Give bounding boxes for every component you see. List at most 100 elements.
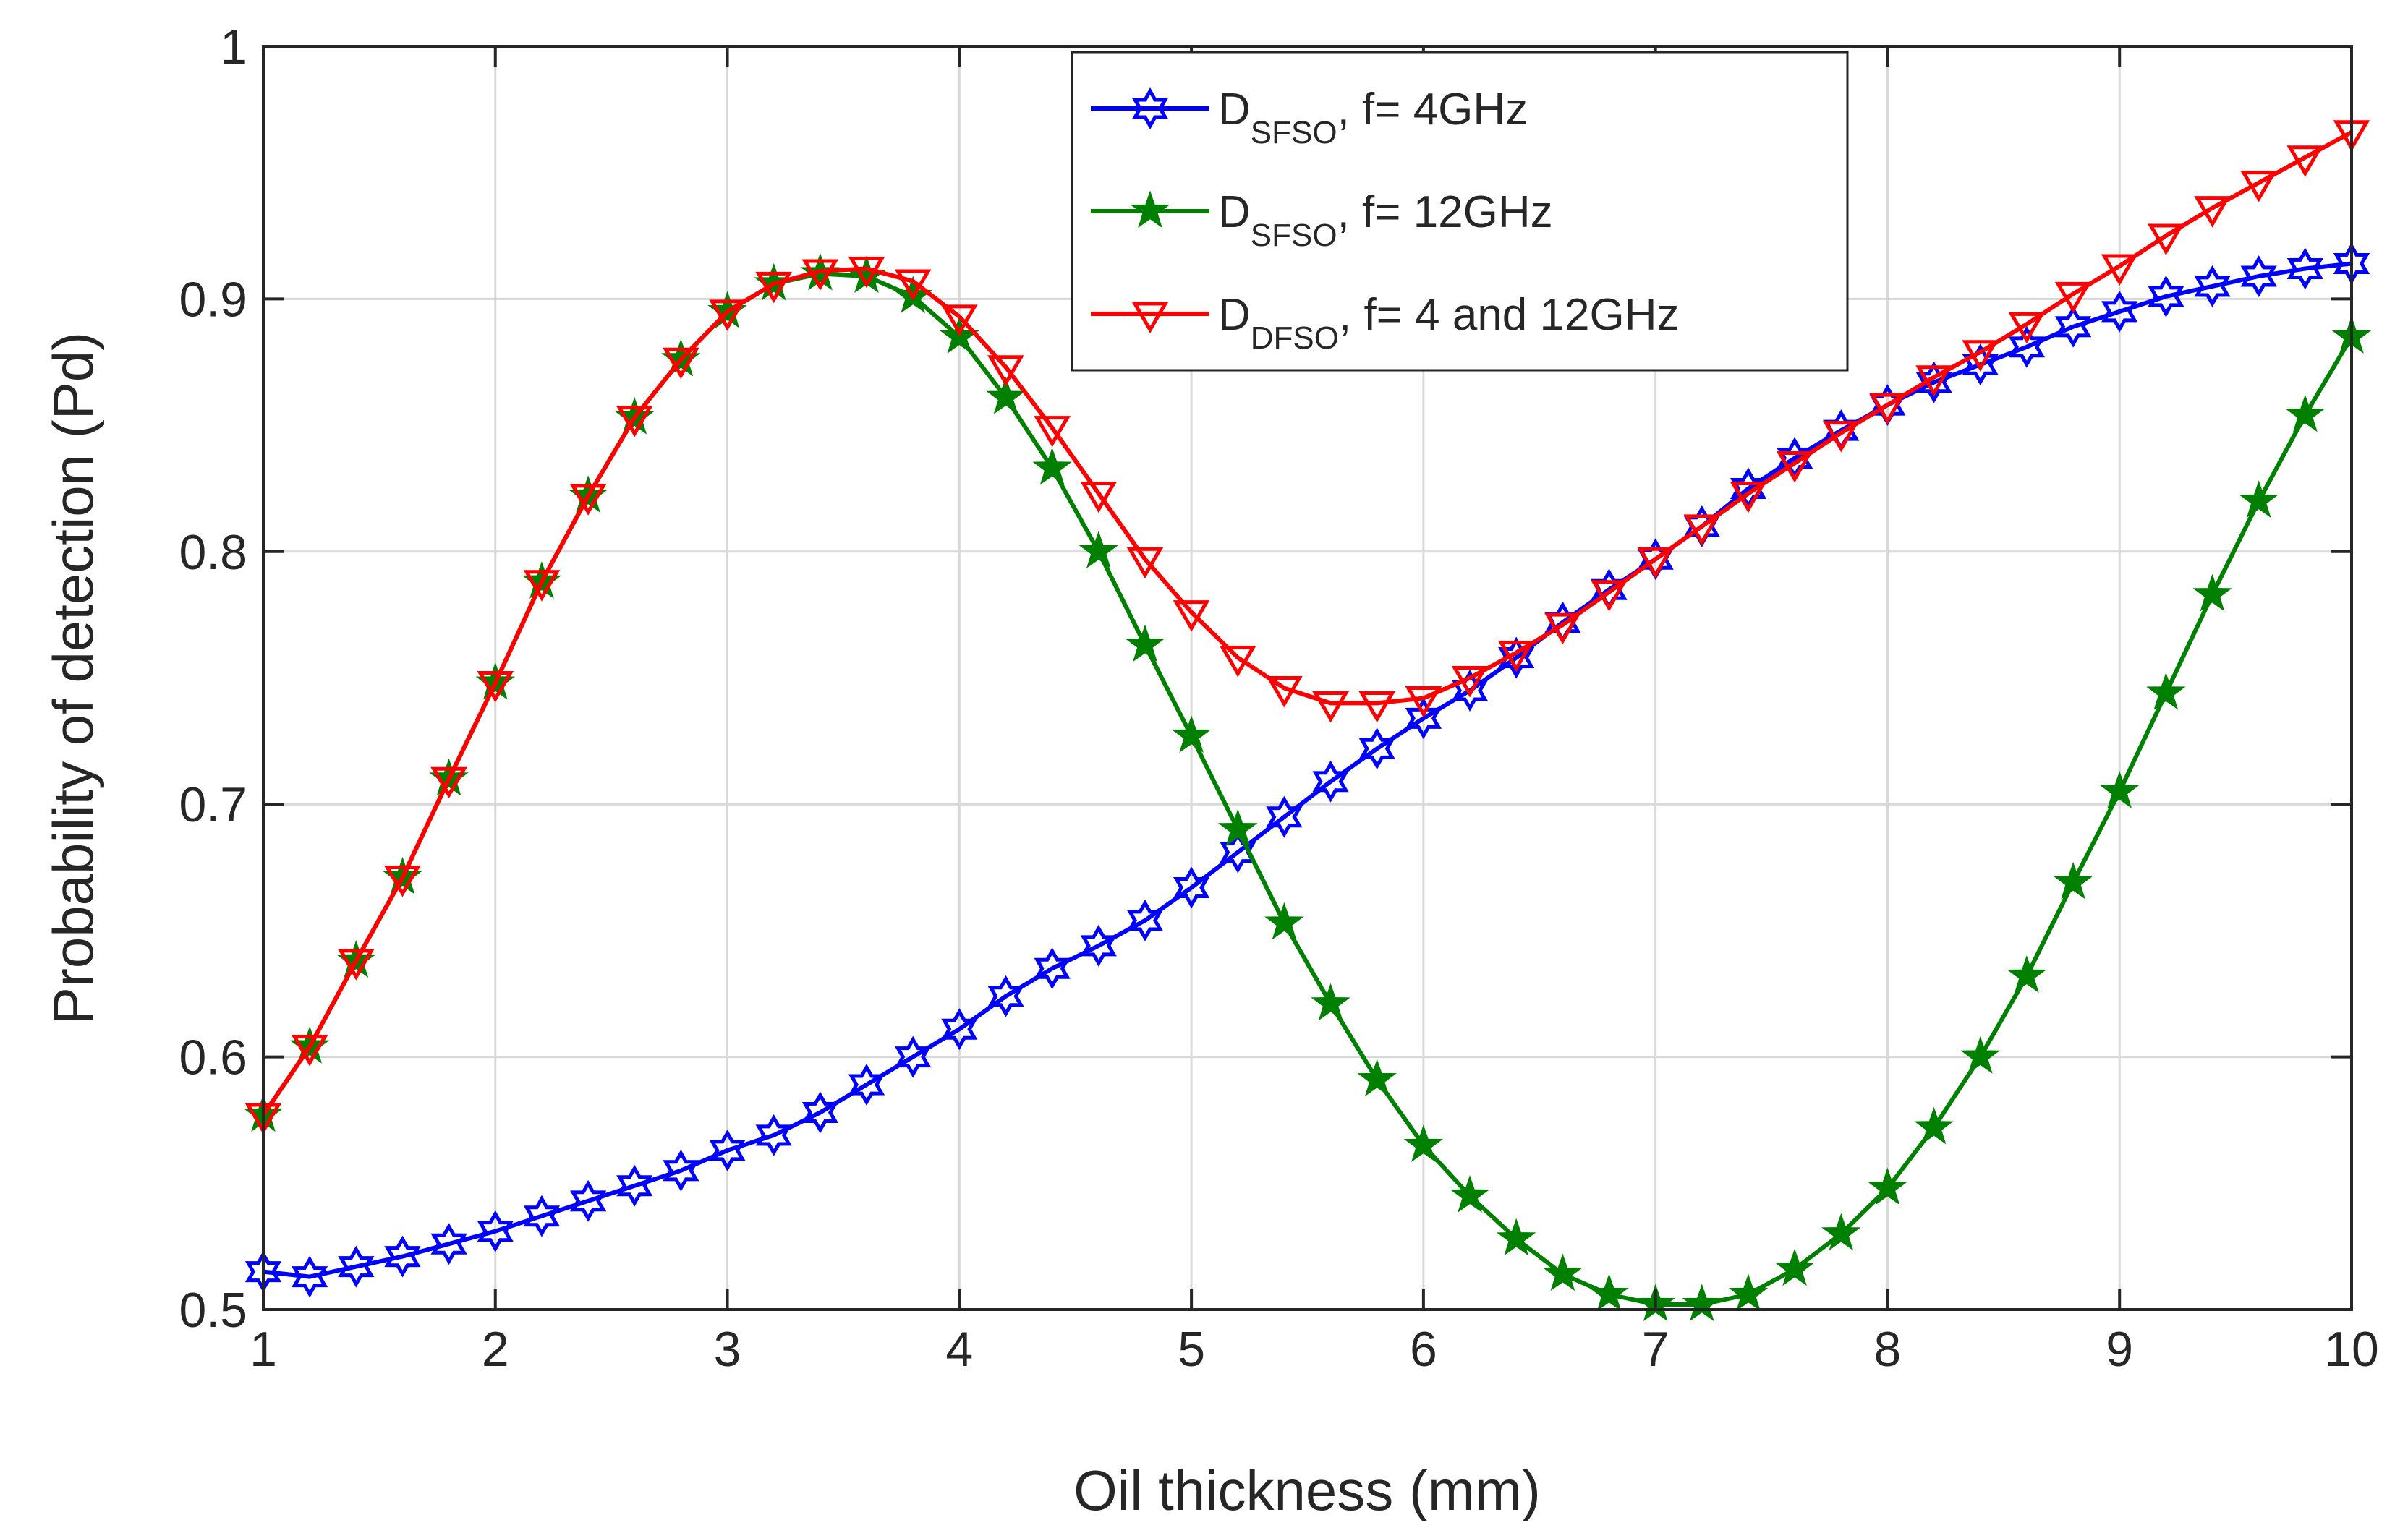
data-point (1080, 481, 1118, 513)
data-point (616, 1164, 653, 1207)
data-point (2007, 955, 2047, 993)
data-point (1125, 624, 1165, 662)
data-point (2285, 394, 2326, 432)
x-tick-label: 4 (945, 1322, 973, 1377)
data-point (2240, 171, 2278, 202)
data-point (1220, 831, 1256, 874)
x-tick-label: 3 (714, 1322, 741, 1377)
x-tick-label: 8 (1874, 1322, 1902, 1377)
data-point (2054, 305, 2092, 348)
data-point (1915, 365, 1952, 397)
data-point (940, 304, 978, 336)
x-tick-label: 6 (1410, 1322, 1437, 1377)
data-point (986, 377, 1026, 414)
data-point (1034, 416, 1071, 448)
data-point (1452, 670, 1489, 712)
data-point (1403, 1124, 1444, 1163)
data-point (569, 484, 607, 516)
data-point (2101, 254, 2138, 286)
data-point (1728, 1273, 1769, 1312)
data-point (2101, 290, 2138, 333)
x-axis-label: Oil thickness (mm) (1073, 1459, 1541, 1522)
data-point (2008, 325, 2046, 368)
data-point (2286, 145, 2324, 177)
series-line (261, 130, 2353, 1116)
data-point (1776, 451, 1813, 483)
data-point (338, 1245, 375, 1288)
y-tick-label: 0.6 (179, 1030, 247, 1085)
data-point (663, 347, 699, 380)
data-point (1358, 727, 1395, 770)
data-point (430, 1223, 467, 1265)
data-point (1266, 675, 1303, 708)
data-point (1451, 666, 1489, 698)
data-point (2194, 265, 2231, 307)
data-point (801, 259, 839, 291)
data-point (2192, 573, 2232, 612)
data-point (1914, 1106, 1954, 1145)
data-point (337, 949, 375, 981)
data-point (1405, 686, 1442, 718)
data-point (894, 269, 932, 301)
data-point (1312, 691, 1349, 723)
data-point (1405, 697, 1442, 740)
data-point (1822, 421, 1860, 453)
data-point (1637, 547, 1675, 579)
data-point (1962, 340, 1999, 372)
y-tick-label: 0.5 (179, 1283, 247, 1338)
data-point (1264, 902, 1304, 940)
data-point (1034, 947, 1071, 990)
data-point (987, 975, 1024, 1017)
data-point (895, 1035, 932, 1078)
data-point (1496, 1218, 1536, 1256)
data-point (1774, 1248, 1815, 1286)
x-tick-label: 10 (2324, 1322, 2379, 1377)
data-point (1962, 343, 1999, 386)
legend-entry-1: DSFSO, f= 4GHz (1091, 85, 1528, 150)
data-point (2240, 255, 2277, 297)
axes-box (262, 45, 2353, 1311)
x-tick-label: 2 (482, 1322, 509, 1377)
data-point (987, 355, 1024, 387)
data-point (1960, 1035, 2001, 1074)
data-point (2239, 480, 2279, 518)
data-point (941, 1008, 978, 1051)
x-tick-label: 7 (1642, 1322, 1669, 1377)
data-point (384, 1235, 421, 1278)
data-point (523, 570, 561, 602)
plot-series (243, 120, 2372, 1322)
data-point (2053, 861, 2093, 900)
legend-marker (1131, 302, 1169, 333)
legend-marker (1130, 190, 1170, 229)
y-tick-label: 0.9 (179, 272, 247, 327)
data-point (1543, 1253, 1583, 1291)
data-point (848, 1064, 885, 1106)
data-point (430, 766, 467, 799)
legend-entry-2: DSFSO, f= 12GHz (1091, 187, 1553, 253)
x-tick-label: 5 (1178, 1322, 1205, 1377)
ticks: 1 2 3 4 5 6 7 8 9 10 0.5 0.6 0.7 0.8 0.9 1 (179, 20, 2378, 1377)
series-line (263, 261, 2352, 1279)
series-1 (244, 242, 2370, 1298)
data-point (477, 1210, 514, 1252)
data-point (616, 406, 653, 437)
data-point (1173, 600, 1210, 632)
legend: DSFSO, f= 4GHz DSFSO, f= 12GHz DDFSO, f= 4… (1071, 51, 1849, 372)
series-line (261, 271, 2354, 1307)
series-3 (244, 120, 2370, 1135)
data-point (2148, 223, 2184, 256)
data-point (1869, 393, 1906, 425)
series-2 (243, 252, 2372, 1322)
data-point (523, 1195, 561, 1237)
x-tick-label: 9 (2106, 1322, 2133, 1377)
data-point (1266, 795, 1303, 838)
data-point (1450, 1175, 1490, 1213)
data-point (709, 1129, 746, 1171)
data-point (2100, 771, 2140, 808)
y-axis-label: Probability of detection (Pd) (41, 332, 105, 1025)
data-point (1126, 899, 1163, 941)
data-point (1544, 612, 1581, 645)
x-tick-label: 1 (250, 1322, 277, 1377)
y-tick-label: 1 (220, 20, 247, 74)
data-point (1358, 691, 1396, 723)
